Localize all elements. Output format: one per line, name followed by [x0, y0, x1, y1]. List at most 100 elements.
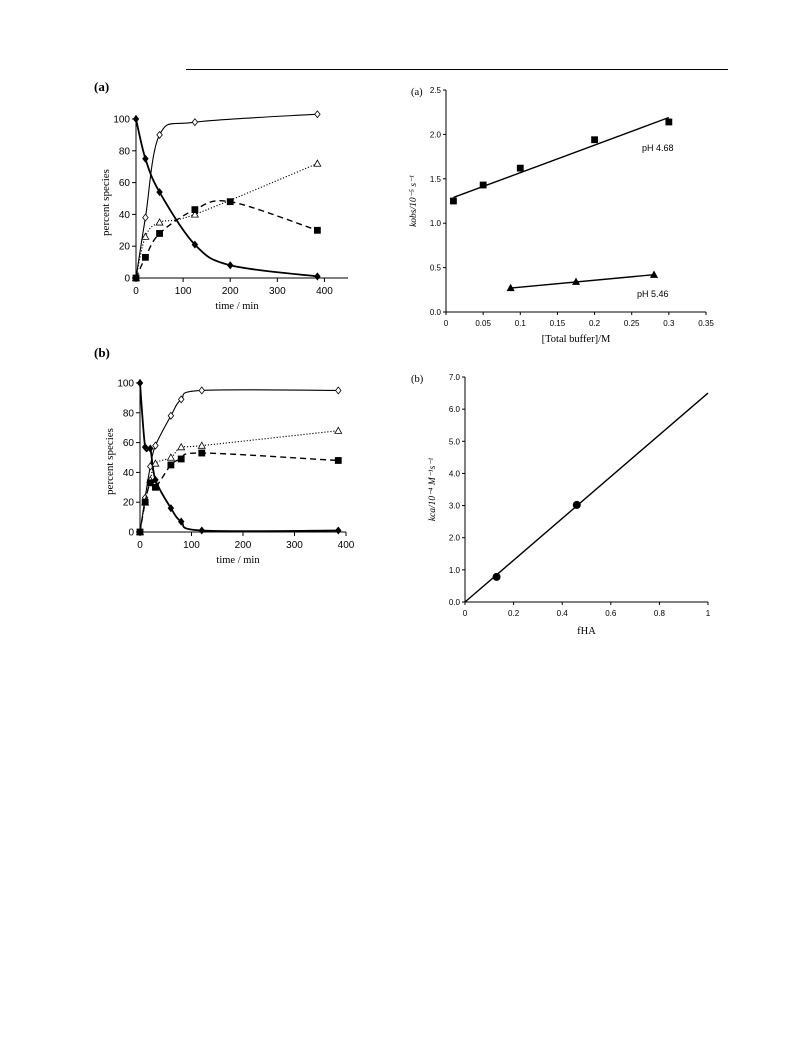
series-2-point — [571, 277, 581, 285]
series-2-fit-line — [510, 274, 655, 289]
series-1-point — [156, 188, 163, 197]
series-1-point — [591, 136, 598, 144]
y-tick-label: 20 — [119, 242, 131, 253]
series-1-point — [167, 504, 175, 513]
series-2-point — [147, 462, 154, 471]
series-2-point — [649, 270, 659, 278]
series-1-point — [136, 378, 144, 388]
y-tick-label: 0 — [124, 274, 130, 285]
series-2-point — [191, 118, 199, 127]
series-4-point — [132, 274, 140, 282]
series-4-point — [146, 479, 154, 487]
x-axis-title: fHA — [577, 626, 596, 637]
y-tick-label: 1.0 — [430, 219, 442, 228]
x-tick-label: 0.15 — [550, 319, 566, 328]
series-4-point — [152, 483, 159, 491]
x-tick-label: 0.2 — [589, 319, 601, 328]
series-4-point — [156, 230, 163, 237]
x-tick-label: 0.35 — [698, 319, 714, 328]
series-3-point — [151, 459, 160, 467]
y-tick-label: 2.0 — [449, 534, 461, 543]
x-tick-label: 0.4 — [557, 609, 569, 618]
series-3-point — [131, 273, 141, 282]
series-2-point — [314, 110, 321, 119]
x-tick-label: 100 — [183, 540, 200, 551]
series-4-point — [334, 457, 342, 464]
x-axis-title: time / min — [216, 555, 260, 566]
series-1-point — [335, 526, 342, 535]
x-tick-label: 0 — [444, 319, 449, 328]
series-3-point — [141, 497, 150, 506]
left-a-label: (a) — [94, 79, 109, 94]
x-tick-label: 0 — [137, 540, 143, 551]
x-tick-label: 200 — [235, 540, 252, 551]
y-tick-label: 4.0 — [449, 469, 461, 478]
y-tick-label: 0 — [128, 528, 134, 539]
right-a-plot: 0 0.05 0.1 0.15 0.2 0.25 0.3 0.35 0.0 0.5 1.0 1.5 2.… — [409, 86, 714, 345]
left-a-plot: 0 100 200 300 400 0 20 40 60 80 100 time / min perce… — [100, 110, 348, 312]
y-tick-label: 5.0 — [449, 437, 461, 446]
y-tick-label: 40 — [119, 210, 131, 221]
series-4-point — [313, 226, 321, 234]
right-b-plot: 0 0.2 0.4 0.6 0.8 1 0.0 1.0 2.0 3.0 4.0 5.0 6.0 7.0 (b… — [411, 373, 711, 637]
series-2-point — [167, 411, 175, 420]
series-1-curve — [139, 382, 339, 533]
series-2-curve — [139, 389, 339, 533]
series-1-point — [492, 572, 501, 581]
y-tick-label: 1.5 — [430, 175, 442, 184]
x-tick-label: 0.3 — [663, 319, 675, 328]
series-2-point — [335, 386, 342, 395]
y-tick-label: 60 — [123, 438, 135, 449]
series-2-curve — [135, 113, 318, 279]
series-3-point — [166, 453, 175, 461]
y-tick-label: 80 — [119, 146, 131, 157]
x-tick-label: 400 — [316, 286, 333, 297]
series-1-point — [152, 475, 159, 484]
x-tick-label: 300 — [286, 540, 303, 551]
x-axis-title: time / min — [215, 301, 259, 312]
y-axis-title: kca/10⁻⁴ M⁻¹s⁻¹ — [428, 458, 438, 522]
series-3-curve — [135, 163, 318, 279]
series-3-point — [146, 475, 155, 483]
x-tick-label: 200 — [222, 286, 239, 297]
x-tick-label: 0.25 — [624, 319, 640, 328]
series-3-point — [135, 527, 145, 536]
panel-label: (a) — [411, 87, 423, 98]
series-4-point — [167, 461, 175, 469]
x-tick-label: 0.1 — [515, 319, 527, 328]
series-1-point — [479, 181, 487, 189]
y-tick-label: 6.0 — [449, 405, 461, 414]
y-tick-label: 100 — [113, 115, 130, 126]
series-1-point — [665, 118, 673, 126]
y-axis-title: percent species — [100, 169, 112, 236]
series-1-point — [191, 240, 199, 249]
x-axis-title: [Total buffer]/M — [542, 334, 611, 345]
y-tick-label: 40 — [123, 468, 135, 479]
x-tick-label: 0.8 — [654, 609, 666, 618]
y-tick-label: 2.5 — [430, 86, 442, 95]
series-1-point — [450, 197, 457, 205]
x-tick-label: 100 — [175, 286, 192, 297]
series-4-point — [226, 198, 234, 206]
y-axis-title: kobs/10⁻⁵ s⁻¹ — [409, 175, 419, 227]
page-top-rule — [186, 69, 728, 70]
y-axis-title: percent species — [104, 428, 116, 495]
series-2-point — [132, 273, 140, 283]
series-4-curve — [135, 200, 318, 279]
series-3-point — [141, 232, 150, 240]
series-1-point — [516, 164, 524, 172]
y-tick-label: 60 — [119, 178, 131, 189]
series-3-point — [177, 442, 186, 451]
series-1-point — [226, 261, 234, 270]
series-1-label: pH 4.68 — [642, 143, 674, 153]
series-2-point — [198, 386, 206, 395]
y-tick-label: 2.0 — [430, 130, 442, 139]
series-4-point — [177, 455, 185, 463]
series-3-point — [197, 441, 206, 449]
series-1-point — [141, 443, 149, 452]
x-tick-label: 1 — [706, 609, 711, 618]
series-2-point — [156, 130, 163, 139]
series-1-point — [314, 272, 321, 281]
series-3-curve — [139, 430, 339, 533]
series-4-point — [136, 528, 144, 536]
